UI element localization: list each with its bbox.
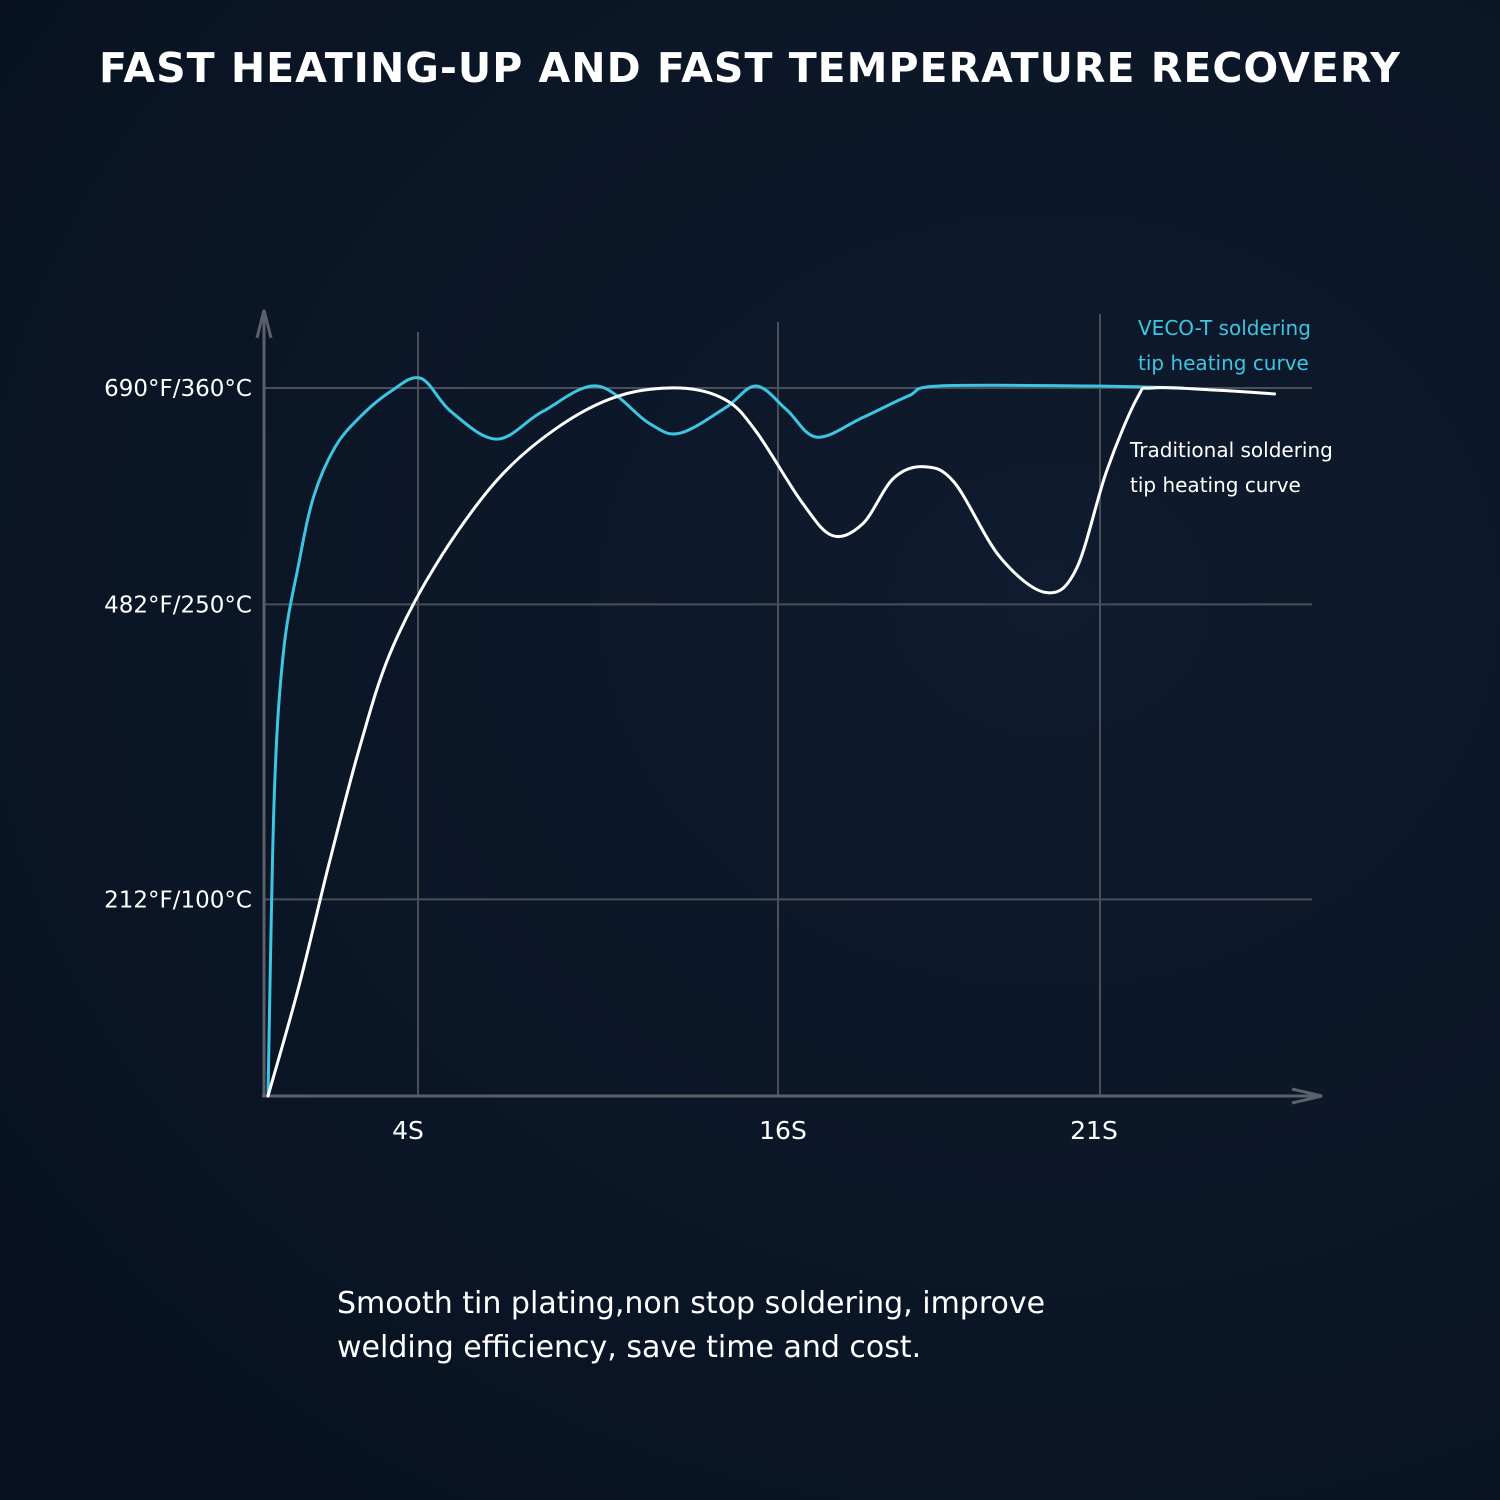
grid bbox=[264, 314, 1312, 1096]
legend-traditional: Traditional soldering tip heating curve bbox=[1129, 438, 1333, 497]
series-line-traditional bbox=[266, 386, 1276, 1098]
y-tick-labels: 212°F/100°C 482°F/250°C 690°F/360°C bbox=[104, 376, 252, 913]
y-tick-label: 482°F/250°C bbox=[104, 592, 252, 618]
y-tick-label: 212°F/100°C bbox=[104, 887, 252, 913]
legend: VECO-T soldering tip heating curveTraditi… bbox=[1129, 316, 1333, 497]
legend-line: Traditional soldering bbox=[1129, 438, 1333, 462]
caption-line-2: welding efficiency, save time and cost. bbox=[337, 1330, 922, 1365]
page-title: FAST HEATING-UP AND FAST TEMPERATURE REC… bbox=[99, 44, 1401, 92]
legend-line: tip heating curve bbox=[1138, 351, 1309, 375]
series-lines bbox=[266, 376, 1276, 1098]
x-tick-label: 4S bbox=[392, 1116, 424, 1145]
x-tick-label: 16S bbox=[759, 1116, 807, 1145]
legend-line: VECO-T soldering bbox=[1138, 316, 1311, 340]
axes bbox=[255, 309, 1323, 1105]
x-tick-label: 21S bbox=[1070, 1116, 1118, 1145]
x-axis-arrow bbox=[1291, 1087, 1323, 1105]
y-tick-label: 690°F/360°C bbox=[104, 376, 252, 402]
caption-line-1: Smooth tin plating,non stop soldering, i… bbox=[337, 1286, 1046, 1321]
caption: Smooth tin plating,non stop soldering, i… bbox=[337, 1282, 1197, 1370]
legend-veco-t: VECO-T soldering tip heating curve bbox=[1138, 316, 1311, 375]
y-axis-arrow bbox=[255, 309, 273, 339]
legend-line: tip heating curve bbox=[1130, 473, 1301, 497]
x-tick-labels: 4S 16S 21S bbox=[392, 1116, 1118, 1145]
series-line-veco-t bbox=[266, 376, 1185, 1098]
